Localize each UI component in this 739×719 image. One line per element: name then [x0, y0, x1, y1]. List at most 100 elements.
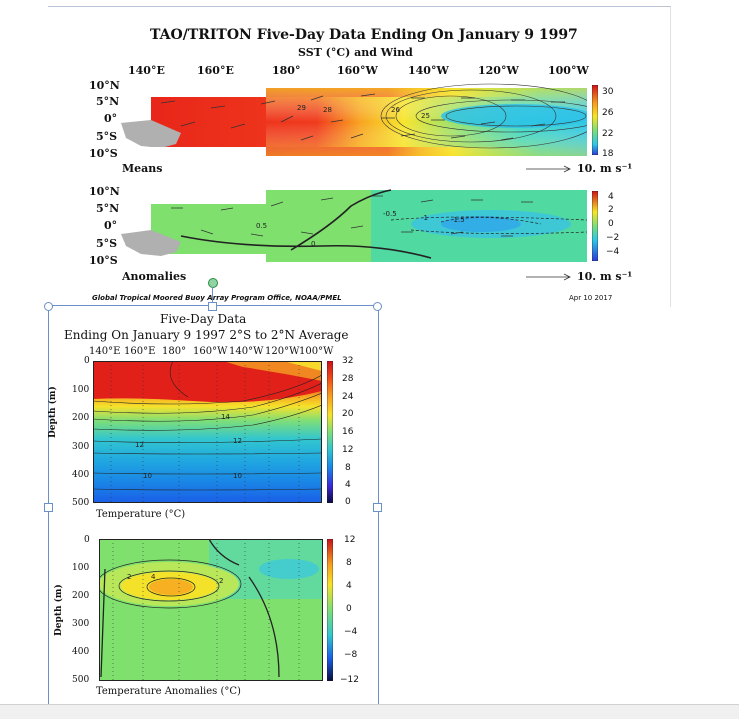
- top-lon-label: 100°W: [548, 64, 589, 77]
- means-colorbar-tick: 26: [602, 108, 614, 118]
- depth-tick: 200: [72, 591, 90, 601]
- depth-axis-label-anom: Depth (m): [54, 584, 64, 636]
- depth-tick: 500: [72, 675, 90, 685]
- top-lon-label: 160°W: [337, 64, 378, 77]
- bottom-lon-label: 100°W: [299, 346, 334, 357]
- bottom-lon-label: 140°W: [229, 346, 264, 357]
- means-colorbar-tick: 22: [602, 129, 614, 139]
- means-colorbar: [592, 85, 598, 155]
- temp-colorbar: [327, 361, 333, 503]
- resize-handle-left[interactable]: [44, 503, 53, 512]
- top-figure-frame: [48, 6, 671, 307]
- credit-text: Global Tropical Moored Buoy Array Progra…: [92, 294, 342, 302]
- temperature-anomaly-section: 4 2 2: [99, 539, 323, 681]
- depth-tick: 300: [72, 619, 90, 629]
- anom-section-colorbar-tick: 8: [346, 558, 352, 568]
- top-lon-label: 140°W: [408, 64, 449, 77]
- anom-colorbar-tick: 2: [608, 205, 614, 215]
- anomalies-label: Anomalies: [122, 270, 187, 283]
- depth-axis-label-temp: Depth (m): [48, 386, 58, 438]
- resize-handle-top[interactable]: [208, 302, 217, 311]
- means-lat-label: 0°: [104, 112, 118, 125]
- sst-means-map: 29 28 26 25: [121, 78, 587, 156]
- bottom-lon-label: 160°W: [193, 346, 228, 357]
- anom-section-colorbar-tick: 4: [346, 581, 352, 591]
- bottom-lon-label: 120°W: [265, 346, 300, 357]
- temperature-depth-section: 14 12 12 10 10: [93, 361, 322, 503]
- anom-section-colorbar: [327, 539, 333, 681]
- top-lon-label: 180°: [272, 64, 301, 77]
- temperature-anomalies-label: Temperature Anomalies (°C): [96, 686, 241, 697]
- bottom-lon-label: 160°E: [124, 346, 156, 357]
- top-lon-label: 160°E: [197, 64, 234, 77]
- means-contour-label: 28: [323, 106, 332, 114]
- temperature-label: Temperature (°C): [96, 509, 186, 520]
- temp-colorbar-tick: 24: [342, 392, 354, 402]
- resize-handle-right[interactable]: [373, 503, 382, 512]
- bottom-lon-label: 180°: [162, 346, 187, 357]
- anom-lat-label: 5°N: [96, 202, 120, 215]
- means-lat-label: 5°N: [96, 95, 120, 108]
- top-lon-label: 140°E: [128, 64, 165, 77]
- anom-section-colorbar-tick: 0: [346, 604, 352, 614]
- anom-lat-label: 10°N: [89, 185, 120, 198]
- means-contour-label: 29: [297, 104, 306, 112]
- temp-colorbar-tick: 4: [345, 480, 351, 490]
- anom-section-colorbar-tick: −12: [340, 675, 359, 685]
- top-figure-subtitle: SST (°C) and Wind: [298, 46, 413, 59]
- resize-handle-top-left[interactable]: [44, 302, 53, 311]
- wind-scale-anoms: 10. m s⁻¹: [577, 270, 633, 283]
- resize-handle-top-right[interactable]: [373, 302, 382, 311]
- temp-colorbar-tick: 0: [345, 497, 351, 507]
- wind-scale-means: 10. m s⁻¹: [577, 162, 633, 175]
- anom-lat-label: 5°S: [96, 237, 118, 250]
- anom-colorbar: [592, 191, 598, 261]
- bottom-lon-label: 140°E: [89, 346, 121, 357]
- temp-colorbar-tick: 32: [342, 356, 354, 366]
- temp-contour-label: 10: [233, 472, 242, 480]
- depth-tick: 100: [72, 563, 90, 573]
- anom-colorbar-tick: −4: [606, 247, 620, 257]
- anom-lat-label: 0°: [104, 219, 118, 232]
- temp-contour-label: 12: [233, 437, 242, 445]
- temp-colorbar-tick: 20: [342, 409, 354, 419]
- temp-contour-label: 10: [143, 472, 152, 480]
- depth-tick: 300: [72, 442, 90, 452]
- anom-section-contour-label: 2: [219, 577, 223, 585]
- anom-contour-label: -0.5: [383, 210, 397, 218]
- means-lat-label: 10°S: [89, 147, 118, 160]
- means-lat-label: 10°N: [89, 79, 120, 92]
- temp-colorbar-tick: 12: [342, 445, 354, 455]
- depth-tick: 0: [84, 535, 90, 545]
- depth-tick: 400: [72, 647, 90, 657]
- anom-plot-border: [99, 539, 323, 681]
- depth-tick: 400: [72, 470, 90, 480]
- sst-anomalies-map: 0.5 0 -0.5 -1 -1.5: [121, 186, 587, 262]
- temp-contour-label: 12: [135, 441, 144, 449]
- top-lon-label: 120°W: [478, 64, 519, 77]
- anom-section-colorbar-tick: 12: [344, 535, 356, 545]
- bottom-title-line2: Ending On January 9 1997 2°S to 2°N Aver…: [64, 328, 349, 342]
- wind-scale-arrow: [526, 273, 571, 281]
- temp-colorbar-tick: 16: [342, 427, 354, 437]
- anom-section-contour-label: 4: [151, 573, 156, 581]
- window-bottom-bar: [0, 704, 739, 719]
- means-label: Means: [122, 162, 163, 175]
- means-colorbar-tick: 18: [602, 149, 614, 159]
- depth-tick: 200: [72, 413, 90, 423]
- anom-section-colorbar-tick: −4: [344, 627, 358, 637]
- rotate-handle-stem: [212, 287, 213, 303]
- depth-tick: 500: [72, 498, 90, 508]
- depth-tick: 100: [72, 385, 90, 395]
- anom-colorbar-tick: 0: [608, 219, 614, 229]
- temp-colorbar-tick: 8: [345, 463, 351, 473]
- anom-colorbar-tick: −2: [606, 233, 620, 243]
- rotate-handle[interactable]: [208, 278, 218, 288]
- date-stamp: Apr 10 2017: [569, 294, 613, 302]
- depth-tick: 0: [84, 356, 90, 366]
- anom-section-colorbar-tick: −8: [344, 650, 358, 660]
- top-figure-title: TAO/TRITON Five-Day Data Ending On Janua…: [150, 27, 578, 43]
- wind-scale-arrow: [526, 165, 571, 173]
- means-lat-label: 5°S: [96, 130, 118, 143]
- temp-colorbar-tick: 28: [342, 374, 354, 384]
